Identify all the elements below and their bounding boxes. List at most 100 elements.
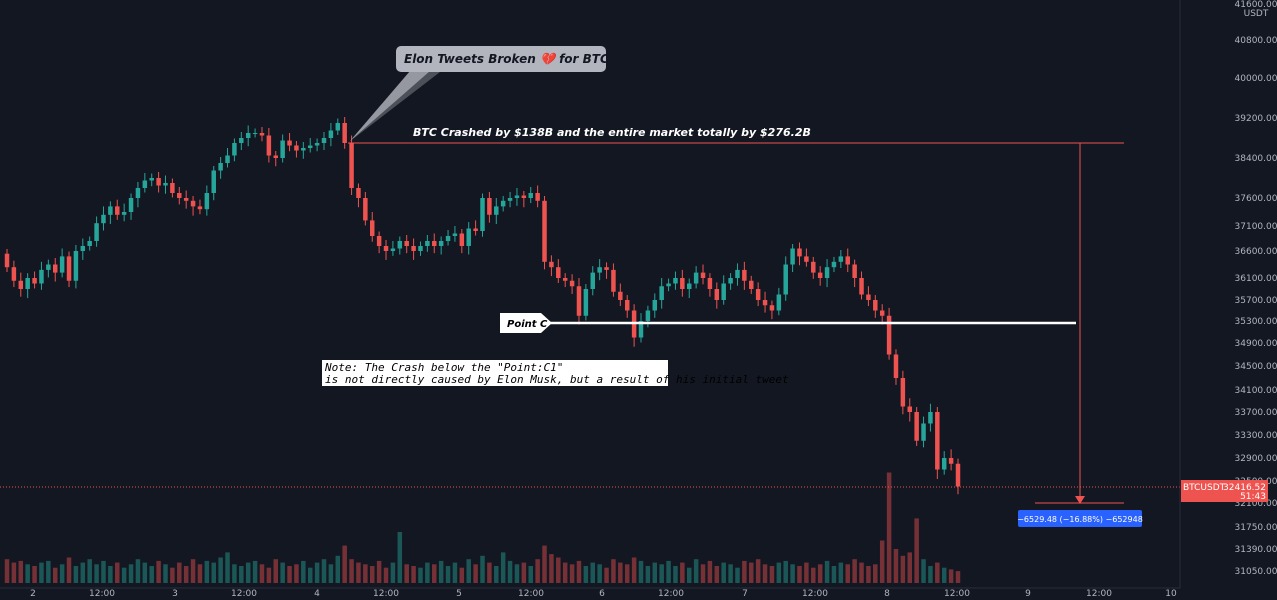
candle bbox=[239, 138, 244, 143]
candle bbox=[183, 198, 189, 201]
volume-bar bbox=[569, 564, 575, 583]
volume-bar bbox=[879, 540, 885, 583]
candle bbox=[797, 248, 802, 257]
volume-bar bbox=[66, 557, 72, 583]
volume-bar bbox=[686, 567, 692, 583]
y-tick-label: 38400.00 bbox=[1235, 154, 1277, 164]
volume-bar bbox=[177, 562, 182, 583]
volume-bar bbox=[273, 559, 279, 583]
candle bbox=[494, 206, 499, 215]
volume-bar bbox=[46, 560, 51, 583]
candle bbox=[232, 143, 237, 156]
volume-bar bbox=[528, 566, 533, 583]
candle bbox=[452, 233, 458, 236]
volume-bar bbox=[873, 564, 878, 583]
arrow-down-icon bbox=[1075, 496, 1085, 504]
volume-bar bbox=[948, 569, 954, 583]
x-tick-label: 6 bbox=[599, 589, 605, 599]
volume-bar bbox=[459, 567, 465, 583]
candle bbox=[859, 278, 864, 295]
volume-bar bbox=[776, 562, 782, 583]
volume-bar bbox=[659, 564, 664, 583]
measure-text: −6529.48 (−16.88%) −652948 bbox=[1017, 515, 1143, 524]
candle bbox=[562, 278, 568, 281]
candle bbox=[700, 272, 706, 278]
candle bbox=[163, 183, 168, 186]
candle bbox=[921, 423, 926, 441]
candle bbox=[866, 294, 871, 300]
candle bbox=[245, 133, 251, 138]
volume-bar bbox=[500, 552, 506, 583]
candle bbox=[659, 286, 664, 300]
volume-bar bbox=[914, 518, 919, 583]
candle bbox=[411, 246, 416, 251]
volume-bar bbox=[811, 567, 816, 583]
candle bbox=[611, 269, 616, 292]
candle bbox=[438, 241, 444, 246]
candle bbox=[149, 178, 154, 181]
volume-bar bbox=[521, 562, 527, 583]
y-tick-label: 37100.00 bbox=[1235, 222, 1277, 232]
volume-bar bbox=[941, 567, 947, 583]
candle bbox=[935, 412, 940, 470]
candle bbox=[707, 278, 713, 289]
volume-bar bbox=[183, 566, 189, 583]
candle bbox=[604, 267, 609, 270]
elon-callout-box[interactable] bbox=[396, 46, 606, 72]
candle bbox=[273, 155, 279, 158]
volume-bar bbox=[783, 560, 788, 583]
y-tick-label: 35700.00 bbox=[1235, 296, 1277, 306]
volume-bar bbox=[673, 566, 678, 583]
volume-bar bbox=[549, 554, 554, 583]
y-tick-label: 35300.00 bbox=[1235, 317, 1277, 327]
volume-bar bbox=[363, 564, 368, 583]
candle bbox=[893, 354, 899, 378]
candle bbox=[432, 241, 437, 246]
note-box[interactable] bbox=[322, 360, 668, 386]
x-tick-label: 12:00 bbox=[373, 589, 399, 599]
volume-bar bbox=[52, 567, 58, 583]
candle bbox=[666, 283, 671, 287]
candle bbox=[314, 143, 320, 146]
x-tick-label: 12:00 bbox=[944, 589, 970, 599]
volume-bar bbox=[80, 562, 86, 583]
volume-bar bbox=[73, 566, 79, 583]
note-line-2: is not directly caused by Elon Musk, but… bbox=[325, 373, 789, 386]
candle bbox=[280, 140, 285, 158]
volume-bar bbox=[108, 566, 113, 583]
volume-bar bbox=[935, 562, 940, 583]
point-c-label-box[interactable] bbox=[500, 313, 552, 333]
volume-bar bbox=[245, 562, 251, 583]
volume-bar bbox=[742, 560, 747, 583]
candle bbox=[721, 283, 726, 300]
y-tick-label: 41600.00 bbox=[1235, 0, 1277, 10]
volume-bar bbox=[376, 560, 382, 583]
volume-bar bbox=[390, 562, 396, 583]
volume-bar bbox=[907, 552, 913, 583]
y-tick-label: 32100.00 bbox=[1235, 499, 1277, 509]
volume-bar bbox=[218, 557, 223, 583]
candle bbox=[52, 264, 58, 273]
volume-bar bbox=[128, 564, 134, 583]
volume-bar bbox=[535, 559, 540, 583]
x-tick-label: 5 bbox=[456, 589, 462, 599]
volume-bar bbox=[597, 564, 602, 583]
measure-box[interactable] bbox=[1018, 510, 1142, 527]
volume-bar bbox=[94, 564, 99, 583]
volume-bar bbox=[611, 559, 616, 583]
volume-bar bbox=[452, 562, 458, 583]
volume-bar bbox=[197, 564, 203, 583]
volume-bar bbox=[714, 566, 720, 583]
y-tick-label: 32900.00 bbox=[1235, 454, 1277, 464]
candle bbox=[80, 246, 86, 251]
candle bbox=[914, 412, 919, 441]
candle bbox=[680, 278, 685, 289]
candle bbox=[873, 300, 878, 311]
candle bbox=[390, 248, 396, 251]
y-tick-label: 33300.00 bbox=[1235, 431, 1277, 441]
price-tag-symbol: BTCUSDT bbox=[1183, 483, 1226, 493]
candle bbox=[624, 300, 630, 311]
volume-bar bbox=[852, 559, 857, 583]
candle bbox=[686, 283, 692, 289]
